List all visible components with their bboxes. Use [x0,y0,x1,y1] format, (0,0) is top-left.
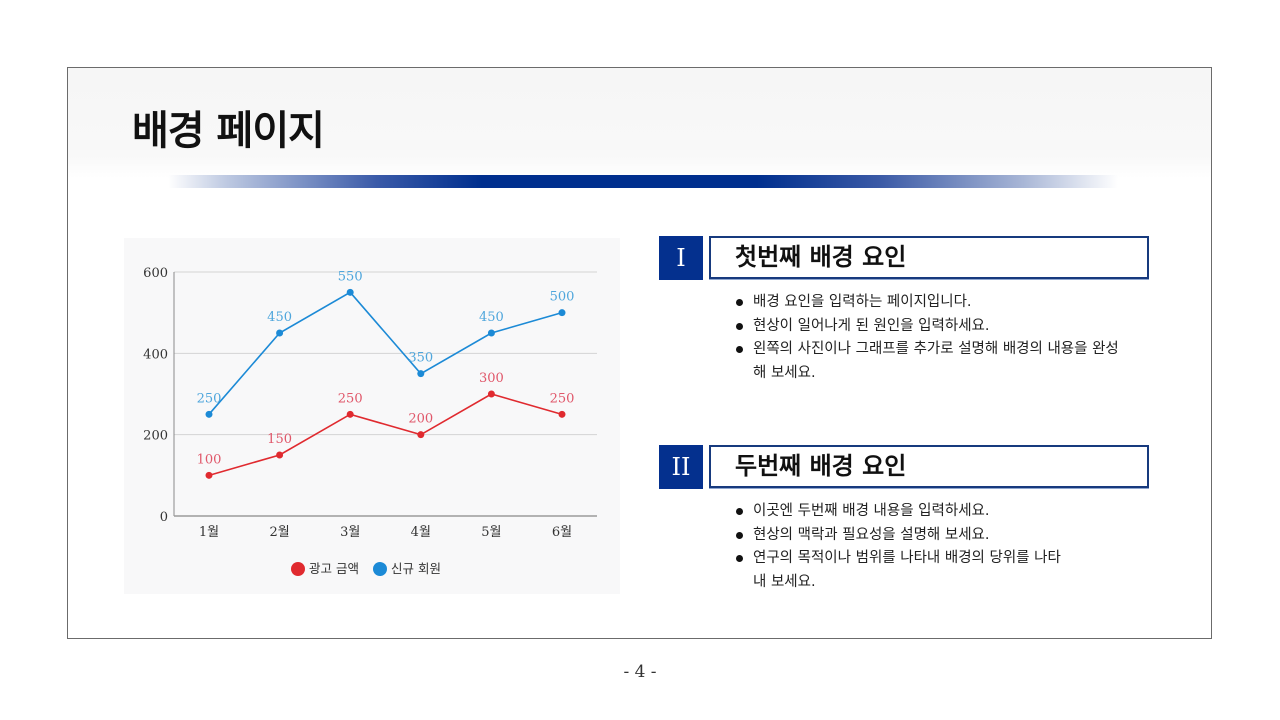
legend-swatch [373,562,387,576]
section-numeral-badge: II [659,445,703,489]
bullet-item: 이곳엔 두번째 배경 내용을 입력하세요. [735,500,1073,524]
data-label: 250 [197,391,222,406]
data-point [276,451,284,459]
data-point [205,410,213,418]
data-label: 350 [408,351,433,366]
data-point [346,410,354,418]
data-label: 200 [408,412,433,427]
legend-swatch [291,562,305,576]
legend-label: 신규 회원 [391,561,441,576]
data-label: 100 [197,452,222,467]
slide-frame: 배경 페이지 0 200 400 600 1월 2월 3월 4월 5월 6월 100 150 250 20… [67,67,1212,639]
data-label: 450 [479,310,504,325]
data-point [487,390,495,398]
series-line [208,393,563,477]
bullet-item: 왼쪽의 사진이나 그래프를 추가로 설명해 배경의 내용을 완성해 보세요. [735,338,1123,385]
bullet-list: 배경 요인을 입력하는 페이지입니다. 현상이 일어나게 된 원인을 입력하세요… [735,291,1123,385]
data-point [558,410,566,418]
x-tick-label: 6월 [552,525,572,540]
x-tick-label: 1월 [199,525,219,540]
data-label: 300 [479,371,504,386]
data-label: 250 [550,391,575,406]
bullet-item: 연구의 목적이나 범위를 나타내 배경의 당위를 나타내 보세요. [735,547,1073,594]
header-band [68,68,1211,178]
title-gradient-rule [168,175,1118,188]
line-chart: 0 200 400 600 1월 2월 3월 4월 5월 6월 100 150 250 200 300 250… [124,238,620,594]
chart-canvas: 0 200 400 600 1월 2월 3월 4월 5월 6월 100 150 250 200 300 250… [143,266,597,576]
bullet-item: 현상이 일어나게 된 원인을 입력하세요. [735,315,1123,339]
x-tick-label: 2월 [269,525,289,540]
page-title: 배경 페이지 [132,108,325,154]
y-tick-label: 200 [143,429,168,444]
y-tick-label: 600 [143,266,168,281]
x-tick-label: 3월 [340,525,360,540]
data-label: 550 [338,269,363,284]
data-label: 250 [338,391,363,406]
bullet-item: 배경 요인을 입력하는 페이지입니다. [735,291,1123,315]
data-point [417,431,425,439]
y-tick-label: 400 [143,347,168,362]
x-tick-label: 4월 [411,525,431,540]
legend-label: 광고 금액 [309,561,359,576]
section-numeral-badge: I [659,236,703,280]
data-point [276,329,284,337]
section-title: 첫번째 배경 요인 [709,236,1149,279]
bullet-list: 이곳엔 두번째 배경 내용을 입력하세요. 현상의 맥락과 필요성을 설명해 보… [735,500,1073,594]
data-label: 150 [267,432,292,447]
data-label: 450 [267,310,292,325]
page-number: - 4 - [623,662,657,682]
series-line [208,291,563,415]
data-point [487,329,495,337]
bullet-item: 현상의 맥락과 필요성을 설명해 보세요. [735,524,1073,548]
y-tick-label: 0 [160,510,168,525]
data-point [205,471,213,479]
section-title: 두번째 배경 요인 [709,445,1149,488]
data-point [417,370,425,378]
data-point [558,309,566,317]
x-tick-label: 5월 [481,525,501,540]
data-point [346,288,354,296]
data-label: 500 [550,290,575,305]
